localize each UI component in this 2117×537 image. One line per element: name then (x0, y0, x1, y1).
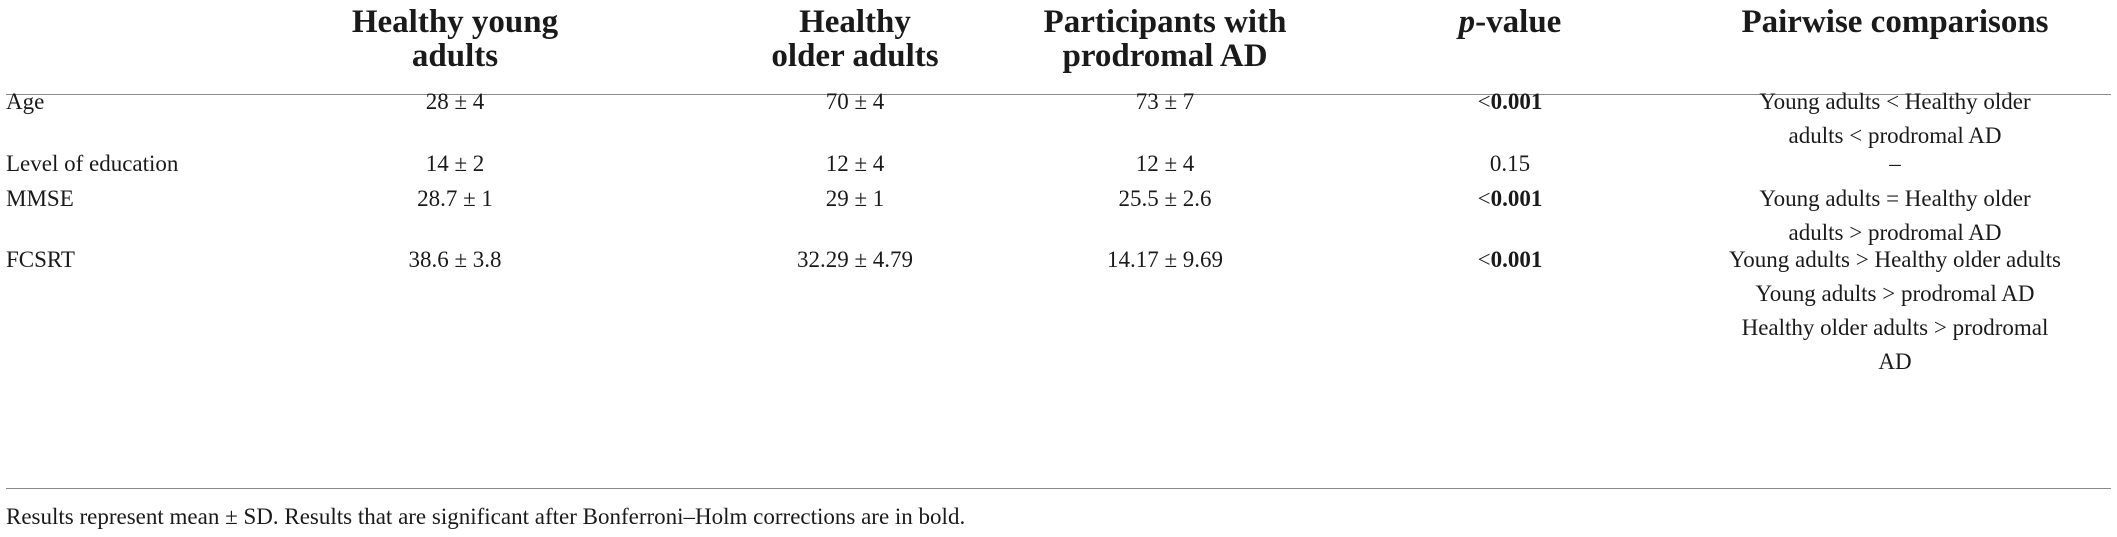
footer-rule (6, 488, 2111, 489)
comparison-line: Young adults > prodromal AD (1755, 281, 2035, 306)
cell-healthy-older: 12 ± 4 (825, 151, 885, 176)
header-prodromal-ad: Participants with prodromal AD (1043, 4, 1287, 74)
cell-healthy-older: 29 ± 1 (825, 186, 885, 211)
comparison-line: – (1889, 151, 1901, 176)
p-value-prefix: < (1477, 186, 1491, 211)
cell-healthy-young: 28 ± 4 (425, 89, 485, 114)
cell-p-value: 0.15 (1420, 147, 1600, 181)
comparison-line: Healthy older adults > prodromal (1741, 315, 2049, 340)
cell-p-value: <0.001 (1420, 243, 1600, 277)
comparison-line: AD (1878, 349, 1912, 374)
cell-healthy-young: 28.7 ± 1 (417, 186, 493, 211)
comparison-line: Young adults = Healthy older (1759, 186, 2031, 211)
row-label: Age (6, 89, 45, 114)
header-p-value: p-value (1458, 4, 1562, 40)
cell-healthy-older: 70 ± 4 (825, 89, 885, 114)
cell-pairwise-comparisons: – (1680, 147, 2110, 181)
cell-healthy-older: 32.29 ± 4.79 (796, 247, 914, 272)
table-header: Healthy young adults Healthy older adult… (0, 0, 2117, 95)
header-rule (6, 94, 2111, 95)
p-value-number: 0.001 (1490, 186, 1543, 211)
table-footnote: Results represent mean ± SD. Results tha… (6, 504, 966, 529)
cell-prodromal-ad: 25.5 ± 2.6 (1118, 186, 1212, 211)
p-value-number: 0.15 (1489, 151, 1531, 176)
comparison-line: adults > prodromal AD (1788, 220, 2002, 245)
row-label: MMSE (6, 186, 74, 211)
row-label: FCSRT (6, 247, 75, 272)
cell-healthy-young: 14 ± 2 (425, 151, 485, 176)
header-healthy-young: Healthy young adults (351, 4, 559, 74)
cell-pairwise-comparisons: Young adults = Healthy older adults > pro… (1680, 182, 2110, 250)
p-value-prefix: < (1477, 247, 1491, 272)
cell-prodromal-ad: 73 ± 7 (1135, 89, 1195, 114)
cell-healthy-young: 38.6 ± 3.8 (408, 247, 502, 272)
header-healthy-older: Healthy older adults (771, 4, 939, 74)
comparison-line: adults < prodromal AD (1788, 123, 2002, 148)
p-value-prefix: < (1477, 89, 1491, 114)
row-label: Level of education (6, 151, 179, 176)
comparison-line: Young adults > Healthy older adults (1729, 247, 2061, 272)
header-pairwise-comparisons: Pairwise comparisons (1741, 4, 2049, 40)
cell-prodromal-ad: 14.17 ± 9.69 (1106, 247, 1224, 272)
cell-p-value: <0.001 (1420, 85, 1600, 119)
p-value-number: 0.001 (1490, 89, 1543, 114)
cell-pairwise-comparisons: Young adults < Healthy older adults < pro… (1680, 85, 2110, 153)
comparison-line: Young adults < Healthy older (1759, 89, 2031, 114)
cell-pairwise-comparisons: Young adults > Healthy older adults Young… (1680, 243, 2110, 379)
cell-p-value: <0.001 (1420, 182, 1600, 216)
cell-prodromal-ad: 12 ± 4 (1135, 151, 1195, 176)
p-value-number: 0.001 (1490, 247, 1543, 272)
